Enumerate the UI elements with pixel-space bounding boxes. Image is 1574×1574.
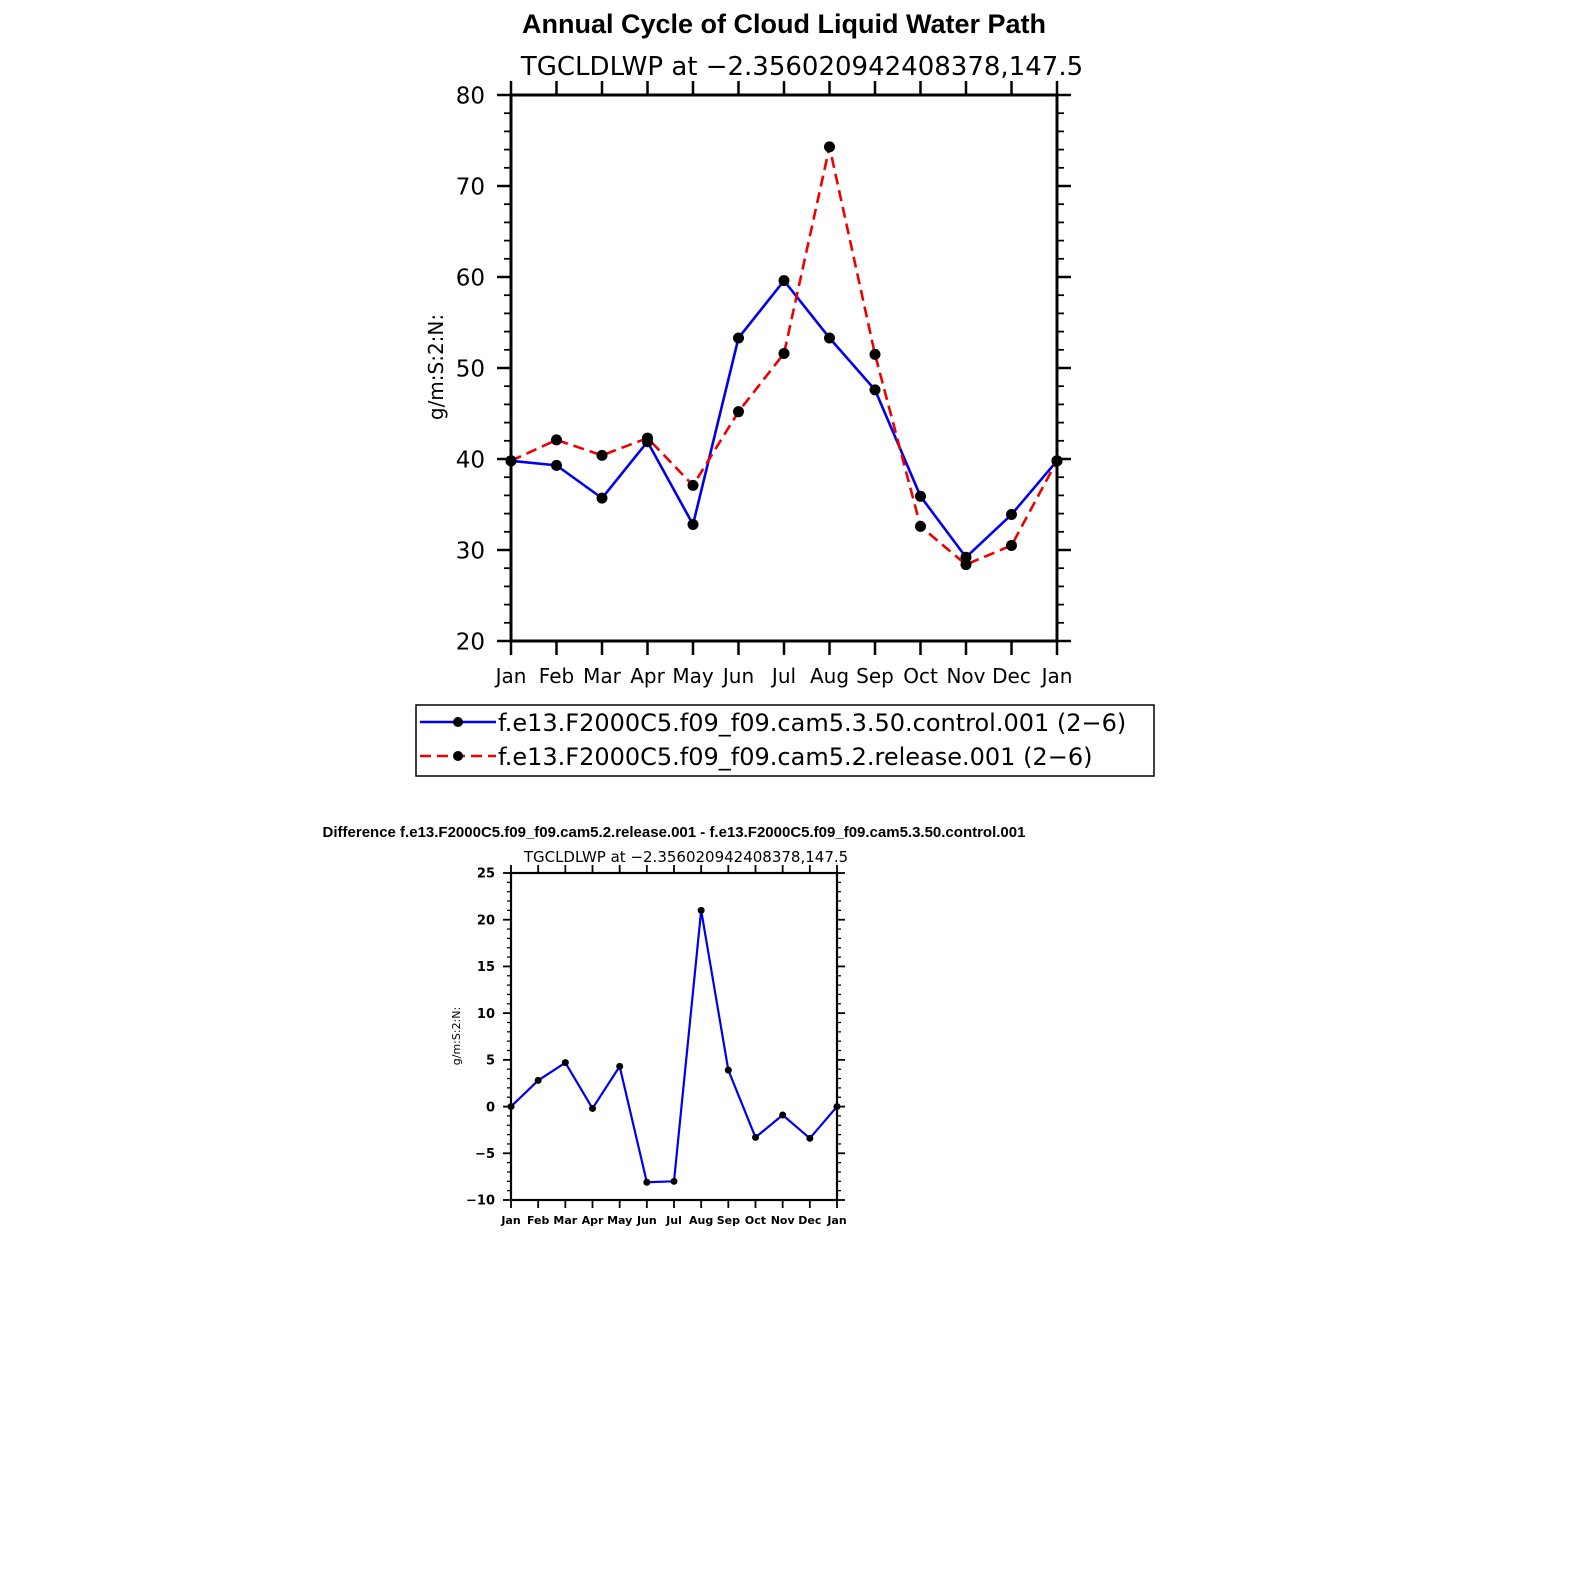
chart1-series-0-point: [824, 332, 835, 344]
chart2-series-0-point: [697, 906, 705, 914]
chart2-x-tick-label: Aug: [689, 1214, 713, 1227]
chart1-series-0-point: [778, 275, 790, 287]
chart2-x-tick-label: Oct: [745, 1214, 766, 1227]
chart1-series-1-point: [505, 455, 517, 467]
legend-box: [415, 704, 1155, 777]
chart2-series-0-point: [670, 1177, 678, 1185]
chart1-x-tick-label: Sep: [856, 664, 894, 688]
chart2-y-tick-label: 0: [486, 1100, 495, 1115]
chart2-series-0-point: [752, 1133, 759, 1141]
chart2-x-tick-label: Feb: [527, 1214, 550, 1227]
chart2-series-0-point: [643, 1178, 651, 1186]
chart1-series-1-point: [824, 141, 835, 153]
chart2-series-0-point: [561, 1059, 569, 1067]
legend-control-marker: [453, 717, 463, 727]
chart2-series-0-point: [833, 1103, 841, 1111]
chart2-y-axis-label: g/m:S:2:N:: [450, 1007, 463, 1065]
chart1-series-1-point: [687, 479, 699, 491]
chart2-x-tick-label: Nov: [771, 1214, 796, 1227]
chart1-y-tick-label: 60: [456, 265, 485, 291]
chart2-x-tick-label: Apr: [582, 1214, 604, 1227]
chart1-series-1-point: [733, 406, 744, 418]
chart1-series-1-point: [642, 432, 653, 444]
chart1-y-tick-label: 30: [456, 538, 485, 564]
chart2-x-tick-label: Mar: [553, 1214, 577, 1227]
chart1-series-1-point: [1051, 455, 1063, 467]
chart1-x-tick-label: Jan: [1040, 664, 1073, 688]
chart1-x-tick-label: Dec: [992, 664, 1031, 688]
chart2-title: Difference f.e13.F2000C5.f09_f09.cam5.2.…: [323, 824, 1026, 841]
chart2-series-0-point: [724, 1066, 732, 1074]
chart1-subtitle: TGCLDLWP at −2.356020942408378,147.5: [520, 52, 1083, 82]
chart1-plot-frame: [509, 93, 1059, 643]
chart2-series-0-point: [806, 1134, 814, 1142]
chart1-x-tick-label: Nov: [946, 664, 985, 688]
chart2-series-0-point: [616, 1062, 624, 1070]
chart1-series-0-point: [869, 384, 881, 396]
chart2-y-tick-label: 20: [477, 913, 495, 928]
chart2-plot-frame: [509, 871, 839, 1202]
legend-release-marker: [453, 751, 463, 761]
chart1-y-axis-label: g/m:S:2:N:: [424, 314, 448, 420]
figure-title: Annual Cycle of Cloud Liquid Water Path: [522, 9, 1046, 39]
chart1-x-tick-label: Feb: [539, 664, 574, 688]
chart1-series-1-point: [915, 520, 926, 532]
chart2-x-tick-label: Jul: [665, 1214, 682, 1227]
annual-cycle-chart: TGCLDLWP at −2.356020942408378,147.5 g/m…: [424, 52, 1083, 688]
legend-control-label: f.e13.F2000C5.f09_f09.cam5.3.50.control.…: [498, 709, 1126, 737]
chart1-y-tick-label: 20: [456, 629, 485, 655]
chart2-x-tick-label: Jan: [500, 1214, 520, 1227]
chart1-x-tick-label: Jan: [494, 664, 527, 688]
chart2-x-tick-label: Jan: [826, 1214, 846, 1227]
chart1-x-tick-label: Jul: [770, 664, 796, 688]
chart1-series-0-point: [596, 492, 608, 504]
chart2-x-tick-label: Dec: [798, 1214, 821, 1227]
chart2-x-tick-label: May: [607, 1214, 632, 1227]
chart1-series-0-point: [915, 490, 926, 502]
chart1-series-1-point: [1006, 539, 1017, 551]
chart2-y-tick-label: −5: [475, 1147, 495, 1162]
chart2-y-tick-label: 25: [477, 867, 495, 882]
chart2-y-tick-label: 10: [477, 1007, 495, 1022]
chart1-y-tick-label: 40: [456, 447, 485, 473]
chart2-y-tick-label: 5: [486, 1054, 495, 1069]
chart2-series-0-point: [589, 1104, 596, 1112]
chart1-x-tick-label: May: [672, 664, 714, 688]
chart2-x-tick-label: Jun: [636, 1214, 657, 1227]
chart1-series-0-line: [510, 279, 1058, 559]
chart1-series-1-point: [551, 434, 562, 446]
chart1-x-tick-label: Oct: [903, 664, 938, 688]
chart1-series-1-point: [869, 348, 881, 360]
chart2-y-tick-label: −10: [466, 1194, 495, 1209]
chart1-x-tick-label: Mar: [583, 664, 622, 688]
chart2-series-0-point: [779, 1111, 787, 1119]
chart1-x-tick-label: Aug: [810, 664, 849, 688]
chart1-series-0-point: [1006, 509, 1017, 521]
chart1-series-0-point: [687, 519, 699, 531]
chart1-series-1-point: [596, 449, 608, 461]
chart1-series-1-point: [778, 347, 790, 359]
chart1-x-tick-label: Jun: [721, 664, 754, 688]
chart1-legend: f.e13.F2000C5.f09_f09.cam5.3.50.control.…: [415, 704, 1155, 777]
chart2-series-0-point: [507, 1103, 515, 1111]
chart1-y-tick-label: 70: [456, 174, 485, 200]
difference-chart: Difference f.e13.F2000C5.f09_f09.cam5.2.…: [323, 824, 1026, 1227]
chart1-series-0-point: [551, 459, 562, 471]
chart1-y-tick-label: 50: [456, 356, 485, 382]
chart1-y-tick-label: 80: [456, 83, 485, 109]
chart2-y-tick-label: 15: [477, 960, 495, 975]
legend-release-label: f.e13.F2000C5.f09_f09.cam5.2.release.001…: [498, 743, 1092, 771]
chart1-series-0-point: [733, 332, 744, 344]
chart2-x-tick-label: Sep: [717, 1214, 740, 1227]
chart1-series-1-point: [960, 559, 972, 571]
chart2-series-0-line: [510, 909, 838, 1184]
chart1-x-tick-label: Apr: [630, 664, 665, 688]
chart2-series-0-point: [534, 1076, 542, 1084]
chart2-subtitle: TGCLDLWP at −2.356020942408378,147.5: [523, 848, 848, 866]
